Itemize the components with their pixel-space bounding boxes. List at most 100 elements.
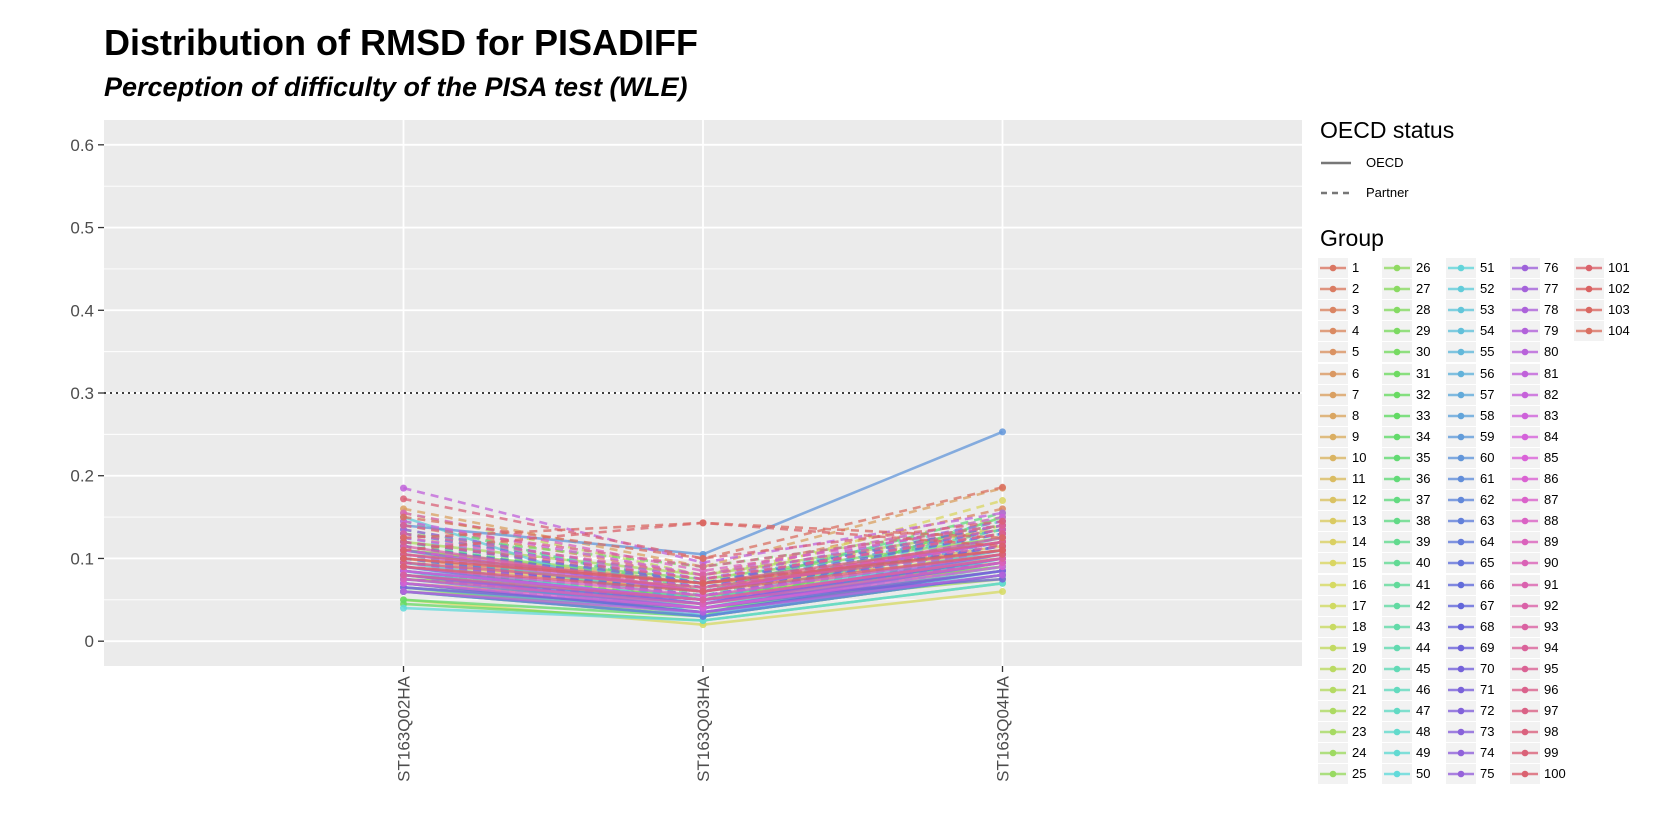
- color-label: 14: [1352, 534, 1367, 550]
- linetype-key: [1318, 180, 1354, 206]
- series-lines: [400, 428, 1006, 629]
- color-key: [1510, 321, 1540, 342]
- color-key: [1446, 637, 1476, 658]
- color-label: 39: [1416, 534, 1431, 550]
- color-label: 21: [1352, 682, 1367, 697]
- color-key: [1382, 680, 1412, 700]
- color-key: [1318, 321, 1348, 342]
- color-label: 70: [1480, 660, 1495, 676]
- data-point: [999, 517, 1006, 525]
- color-key: [1318, 595, 1348, 616]
- color-key: [1510, 616, 1540, 637]
- data-point: [699, 563, 707, 571]
- color-key: [1446, 384, 1476, 405]
- color-label: 71: [1480, 682, 1495, 697]
- color-key: [1510, 637, 1540, 658]
- color-label: 1: [1352, 260, 1360, 275]
- y-axis: 0 0.1 0.2 0.3 0.4 0.5 0.6: [70, 136, 104, 651]
- color-label: 72: [1480, 703, 1495, 719]
- color-label: 45: [1416, 660, 1431, 676]
- color-label: 79: [1544, 323, 1559, 339]
- color-label: 74: [1480, 745, 1495, 761]
- color-label: 93: [1544, 618, 1559, 634]
- color-label: 36: [1416, 471, 1431, 486]
- color-key: [1446, 342, 1476, 363]
- color-label: 33: [1416, 407, 1431, 423]
- color-label: 103: [1608, 302, 1630, 318]
- color-key: [1382, 764, 1412, 785]
- color-key: [1446, 279, 1476, 300]
- x-tick-label: ST163Q03HA: [694, 675, 713, 781]
- color-key: [1446, 258, 1476, 278]
- color-key: [1446, 658, 1476, 679]
- color-label: 16: [1352, 576, 1367, 592]
- color-key: [1510, 426, 1540, 447]
- color-label: 30: [1416, 344, 1431, 360]
- color-label: 26: [1416, 260, 1431, 275]
- color-key: [1574, 300, 1604, 321]
- chart-subtitle: Perception of difficulty of the PISA tes…: [104, 72, 688, 102]
- color-key: [1510, 764, 1540, 785]
- color-label: 5: [1352, 344, 1360, 360]
- y-tick-label: 0.1: [70, 549, 94, 568]
- color-label: 49: [1416, 745, 1431, 761]
- color-label: 7: [1352, 386, 1360, 402]
- color-label: 64: [1480, 534, 1495, 550]
- color-key: [1318, 384, 1348, 405]
- series-line: [403, 511, 1003, 593]
- color-key: [1446, 701, 1476, 722]
- color-label: 3: [1352, 302, 1360, 318]
- color-key: [1382, 574, 1412, 595]
- color-label: 11: [1352, 471, 1366, 486]
- color-key: [1382, 743, 1412, 764]
- color-label: 57: [1480, 386, 1495, 402]
- color-key: [1318, 743, 1348, 764]
- color-key: [1510, 469, 1540, 489]
- color-label: 66: [1480, 576, 1495, 592]
- color-key: [1510, 300, 1540, 321]
- series-line: [403, 486, 1003, 560]
- color-key: [1382, 469, 1412, 489]
- data-point: [400, 546, 407, 554]
- color-label: 12: [1352, 492, 1367, 508]
- color-key: [1318, 405, 1348, 426]
- color-key: [1382, 426, 1412, 447]
- data-point: [400, 484, 407, 492]
- color-label: 6: [1352, 365, 1360, 381]
- series-line: [403, 528, 1003, 577]
- color-key: [1574, 258, 1604, 278]
- color-label: 41: [1416, 576, 1431, 592]
- color-key: [1318, 447, 1348, 468]
- color-label: 75: [1480, 766, 1495, 782]
- color-key: [1446, 595, 1476, 616]
- color-label: 65: [1480, 555, 1495, 571]
- color-label: 67: [1480, 597, 1495, 613]
- color-label: 4: [1352, 323, 1360, 339]
- color-label: 88: [1544, 513, 1559, 529]
- color-label: 91: [1544, 576, 1559, 592]
- color-key: [1446, 616, 1476, 637]
- color-label: 54: [1480, 323, 1495, 339]
- color-key: [1510, 532, 1540, 553]
- color-label: 81: [1544, 365, 1559, 381]
- series-line: [403, 497, 1003, 560]
- color-label: 100: [1544, 766, 1566, 782]
- color-label: 18: [1352, 618, 1367, 634]
- color-key: [1446, 532, 1476, 553]
- data-point: [400, 534, 407, 542]
- color-label: 68: [1480, 618, 1495, 634]
- color-key: [1318, 258, 1348, 278]
- color-label: 55: [1480, 344, 1495, 360]
- data-point: [999, 483, 1006, 491]
- data-point: [400, 513, 407, 521]
- color-label: 84: [1544, 428, 1559, 444]
- data-point: [999, 571, 1006, 579]
- series-line: [403, 524, 1003, 569]
- color-label: 73: [1480, 724, 1495, 740]
- color-key: [1382, 363, 1412, 384]
- color-label: 51: [1480, 260, 1495, 275]
- data-point: [400, 571, 407, 579]
- color-label: 22: [1352, 703, 1367, 719]
- color-key: [1574, 279, 1604, 300]
- color-key: [1318, 553, 1348, 574]
